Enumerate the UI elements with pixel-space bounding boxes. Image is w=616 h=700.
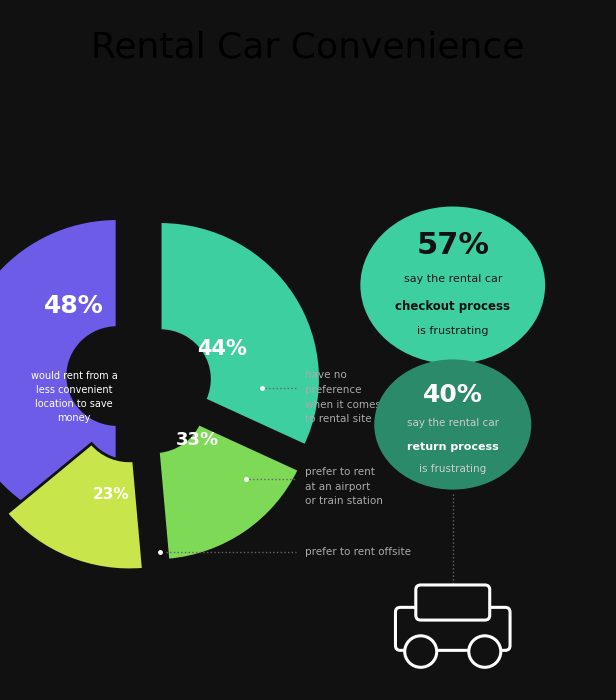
- Text: have no
preference
when it comes
to rental site: have no preference when it comes to rent…: [305, 370, 381, 424]
- Text: return process: return process: [407, 442, 498, 452]
- Text: 44%: 44%: [197, 339, 246, 359]
- FancyBboxPatch shape: [395, 608, 510, 650]
- Text: is frustrating: is frustrating: [419, 463, 487, 474]
- Text: Rental Car Convenience: Rental Car Convenience: [91, 30, 525, 64]
- Text: would rent from a
less convenient
location to save
money: would rent from a less convenient locati…: [31, 371, 117, 424]
- Text: 48%: 48%: [44, 295, 103, 318]
- Circle shape: [405, 636, 437, 667]
- FancyBboxPatch shape: [416, 585, 490, 620]
- Text: is frustrating: is frustrating: [417, 326, 488, 335]
- Text: 57%: 57%: [416, 232, 489, 260]
- Text: prefer to rent offsite: prefer to rent offsite: [305, 547, 411, 556]
- Text: 33%: 33%: [176, 430, 219, 449]
- Wedge shape: [160, 222, 320, 446]
- Ellipse shape: [375, 359, 531, 489]
- Text: 23%: 23%: [92, 486, 129, 502]
- Wedge shape: [158, 424, 299, 560]
- Text: say the rental car: say the rental car: [403, 274, 502, 284]
- Text: prefer to rent
at an airport
or train station: prefer to rent at an airport or train st…: [305, 467, 383, 507]
- Circle shape: [469, 636, 501, 667]
- Wedge shape: [0, 218, 117, 533]
- Ellipse shape: [360, 206, 545, 364]
- Text: checkout process: checkout process: [395, 300, 510, 313]
- Wedge shape: [7, 444, 144, 570]
- Text: say the rental car: say the rental car: [407, 418, 499, 428]
- Text: 40%: 40%: [423, 384, 483, 407]
